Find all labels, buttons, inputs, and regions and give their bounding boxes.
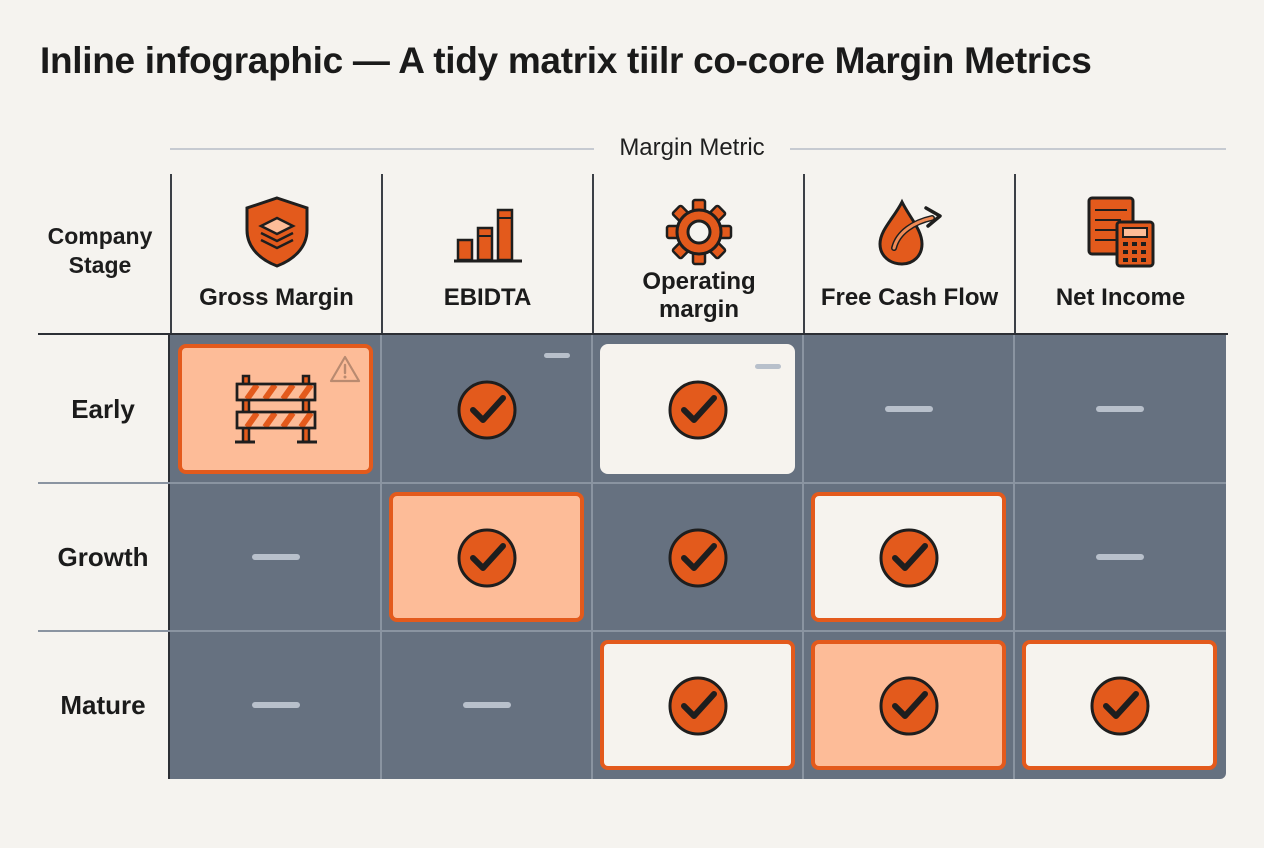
header-divider <box>38 333 1228 335</box>
calculator-ledger-icon <box>1087 196 1154 268</box>
shield-layers-icon <box>245 196 308 268</box>
empty-dash <box>1095 406 1144 412</box>
cell-early-free-cash-flow <box>803 335 1014 483</box>
cell-early-ebidta <box>381 335 592 483</box>
column-name: Gross Margin <box>199 284 354 311</box>
bar-chart-icon <box>453 208 522 263</box>
column-name: Operating margin <box>642 268 756 323</box>
empty-dash <box>251 554 300 560</box>
empty-dash <box>251 702 300 708</box>
check-circle-icon <box>668 380 727 440</box>
cell-mature-operating-margin <box>592 631 803 779</box>
column-axis-label: Margin Metric <box>619 134 765 161</box>
cell-mature-free-cash-flow <box>803 631 1014 779</box>
column-name: Free Cash Flow <box>820 284 999 311</box>
cell-growth-operating-margin <box>592 483 803 631</box>
grid-divider <box>1013 335 1015 779</box>
highlight-card <box>811 640 1006 770</box>
check-circle-icon <box>668 676 727 736</box>
grid-divider <box>802 335 804 779</box>
status-dash <box>544 353 570 358</box>
cell-mature-net-income <box>1014 631 1225 779</box>
highlight-card <box>1022 640 1217 770</box>
cell-growth-gross-margin <box>170 483 381 631</box>
header-rule-right <box>790 148 1226 150</box>
barrier-icon <box>234 374 317 444</box>
row-divider <box>38 630 1226 632</box>
row-label-mature: Mature <box>60 690 146 720</box>
column-header-gross-margin: Gross Margin <box>170 174 381 334</box>
check-circle-icon <box>457 528 516 588</box>
column-header-net-income: Net Income <box>1014 174 1225 334</box>
cell-mature-gross-margin <box>170 631 381 779</box>
matrix-left-border <box>168 335 170 779</box>
row-label-growth: Growth <box>57 542 149 572</box>
empty-dash <box>462 702 511 708</box>
cell-early-gross-margin <box>170 335 381 483</box>
cell-mature-ebidta <box>381 631 592 779</box>
cell-early-net-income <box>1014 335 1225 483</box>
gear-icon <box>665 198 732 266</box>
check-circle-icon <box>879 528 938 588</box>
cell-early-operating-margin <box>592 335 803 483</box>
drop-arrow-icon <box>877 198 942 266</box>
column-name: EBIDTA <box>443 284 532 311</box>
row-axis-label: Company Stage <box>47 223 153 278</box>
check-circle-icon <box>668 528 727 588</box>
status-dash <box>755 364 781 369</box>
column-axis-header: Margin Metric <box>170 130 1226 166</box>
cell-growth-ebidta <box>381 483 592 631</box>
warning-icon <box>329 355 361 383</box>
column-header-operating-margin: Operating margin <box>592 174 803 334</box>
column-header-ebidta: EBIDTA <box>381 174 592 334</box>
grid-divider <box>591 335 593 779</box>
empty-dash <box>884 406 933 412</box>
header-rule-left <box>170 148 594 150</box>
grid-divider <box>380 335 382 779</box>
row-divider <box>38 482 1226 484</box>
highlight-card <box>178 344 373 474</box>
check-circle-icon <box>1090 676 1149 736</box>
empty-dash <box>1095 554 1144 560</box>
column-name: Net Income <box>1055 284 1186 311</box>
check-circle-icon <box>457 380 516 440</box>
page-title: Inline infographic — A tidy matrix tiilr… <box>40 40 1092 81</box>
check-circle-icon <box>879 676 938 736</box>
cell-growth-net-income <box>1014 483 1225 631</box>
row-label-early: Early <box>71 394 135 424</box>
column-header-free-cash-flow: Free Cash Flow <box>803 174 1014 334</box>
cell-growth-free-cash-flow <box>803 483 1014 631</box>
